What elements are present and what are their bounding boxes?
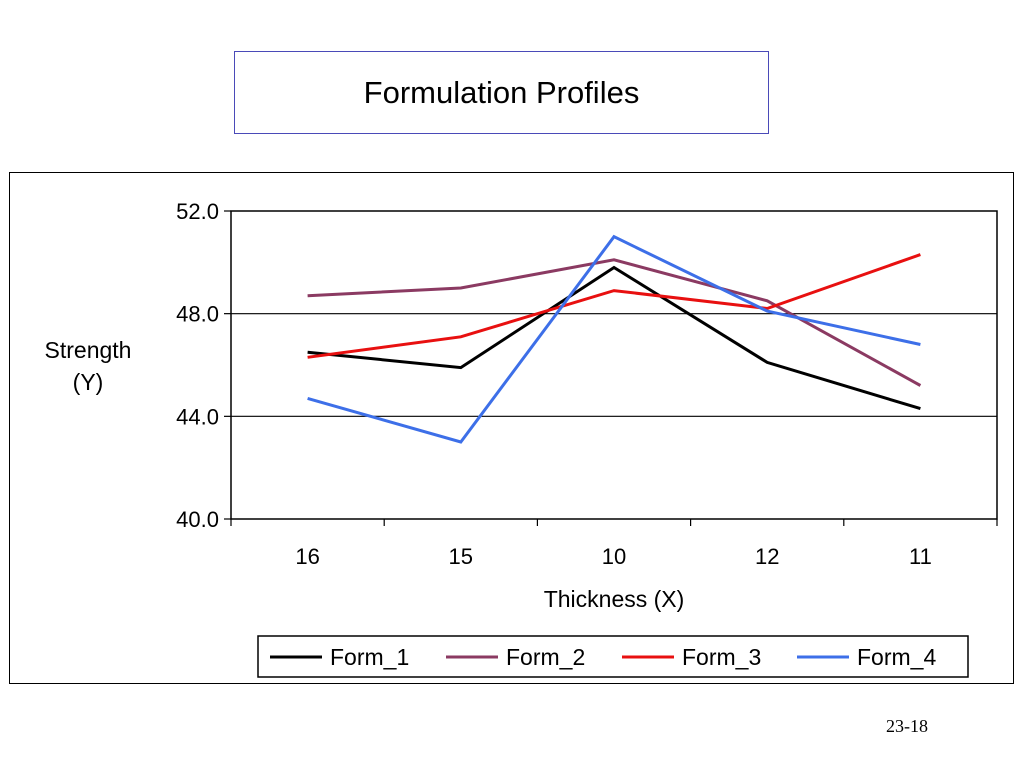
x-axis: 16 15 10 12 11 xyxy=(230,519,998,569)
legend-label: Form_4 xyxy=(857,644,936,670)
gridlines xyxy=(231,313,997,417)
legend-label: Form_3 xyxy=(682,644,761,670)
y-axis: 40.0 44.0 48.0 52.0 xyxy=(176,199,231,532)
x-axis-title: Thickness (X) xyxy=(544,586,685,612)
x-tick-label: 11 xyxy=(909,544,932,569)
legend-label: Form_1 xyxy=(330,644,409,670)
legend: Form_1 Form_2 Form_3 Form_4 xyxy=(257,635,969,678)
y-tick-label: 52.0 xyxy=(176,199,219,224)
legend-box xyxy=(257,635,969,678)
series-line-form-3 xyxy=(307,253,921,359)
plot-area xyxy=(230,210,998,520)
chart-frame xyxy=(9,172,1014,684)
y-tick-label: 40.0 xyxy=(176,507,219,532)
y-tick-label: 48.0 xyxy=(176,302,219,327)
series-lines xyxy=(307,234,922,444)
x-tick-label: 12 xyxy=(755,544,779,569)
y-axis-title-line-1: Strength xyxy=(45,337,132,363)
y-tick-label: 44.0 xyxy=(176,404,219,429)
x-tick-label: 10 xyxy=(602,544,626,569)
series-line-form-2 xyxy=(307,258,922,387)
slide-number: 23-18 xyxy=(886,716,928,736)
y-axis-title-line-2: (Y) xyxy=(73,369,104,395)
legend-label: Form_2 xyxy=(506,644,585,670)
x-tick-label: 15 xyxy=(449,544,473,569)
series-line-form-1 xyxy=(307,265,921,411)
slide-title: Formulation Profiles xyxy=(363,74,640,110)
series-line-form-4 xyxy=(307,234,921,444)
title-box: Formulation Profiles xyxy=(234,51,769,134)
x-tick-label: 16 xyxy=(295,544,319,569)
